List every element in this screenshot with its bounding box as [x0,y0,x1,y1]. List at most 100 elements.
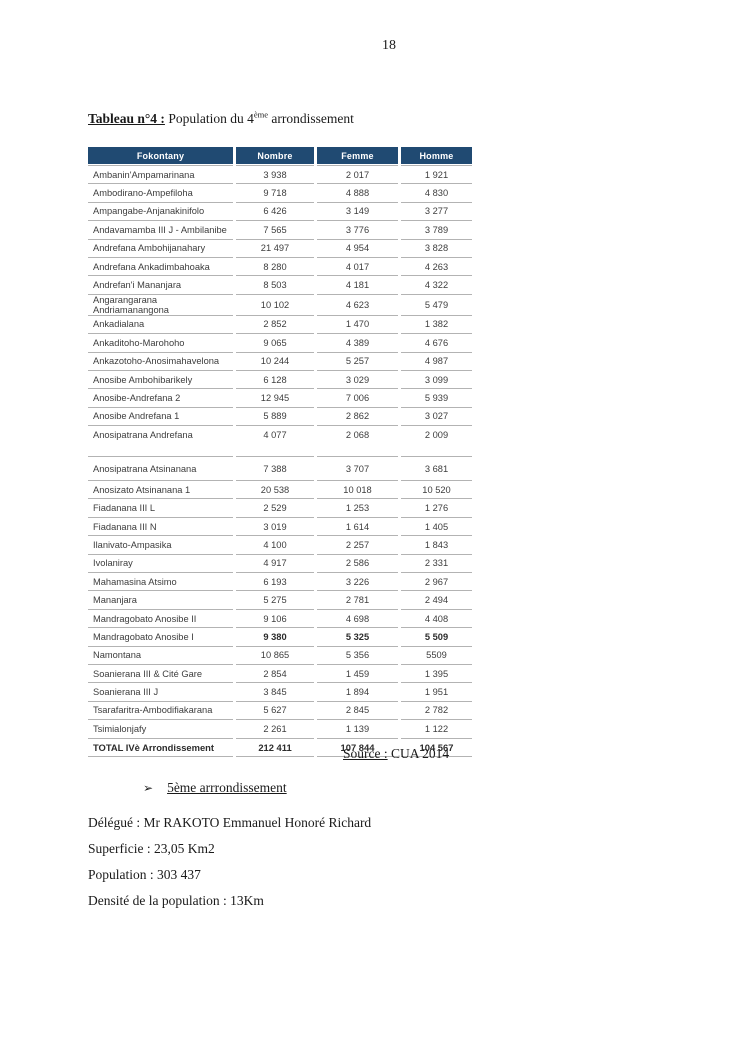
nombre-cell: 3 938 [236,165,314,185]
table-row: Andrefana Ambohijanahary 21 497 4 954 3 828 [88,240,472,258]
fokontany-cell: Ilanivato-Ampasika [88,536,233,555]
table-row: Anosizato Atsinanana 1 20 538 10 018 10 520 [88,481,472,500]
femme-cell: 3 029 [317,371,398,390]
column-header-homme: Homme [401,147,472,164]
table-row: Andavamamba III J - Ambilanibe 7 565 3 776… [88,221,472,240]
fokontany-cell: Ivolaniray [88,555,233,574]
femme-cell: 1 139 [317,720,398,739]
femme-cell: 4 623 [317,295,398,316]
nombre-cell: 2 261 [236,720,314,739]
table-row: Andrefana Ankadimbahoaka 8 280 4 017 4 263 [88,258,472,277]
nombre-cell: 212 411 [236,739,314,757]
nombre-cell: 4 917 [236,555,314,574]
nombre-cell: 5 275 [236,591,314,610]
table-body: Ambanin'Ampamarinana 3 938 2 017 1 921 Ambod… [88,165,472,757]
nombre-cell: 6 193 [236,573,314,592]
femme-cell: 2 781 [317,591,398,610]
nombre-cell: 7 565 [236,221,314,240]
fokontany-cell: Ankadialana [88,316,233,335]
table-total-row: TOTAL IVè Arrondissement 212 411 107 844 10… [88,739,472,757]
femme-cell: 3 226 [317,573,398,592]
fokontany-cell: Anosibe Andrefana 1 [88,408,233,427]
table-row: Angarangarana Andriamanangona 10 102 4 623… [88,295,472,316]
homme-cell: 4 676 [401,334,472,353]
table-row: Anosibe Ambohibarikely 6 128 3 029 3 099 [88,371,472,390]
homme-cell: 2 494 [401,591,472,610]
table-row: Ankadialana 2 852 1 470 1 382 [88,316,472,335]
fokontany-cell: Angarangarana Andriamanangona [88,295,233,316]
table-row: Ivolaniray 4 917 2 586 2 331 [88,555,472,574]
homme-cell: 1 951 [401,683,472,702]
homme-cell: 2 967 [401,573,472,592]
table-row: Anosipatrana Andrefana 4 077 2 068 2 009 [88,426,472,458]
nombre-cell: 9 380 [236,628,314,647]
femme-cell: 2 845 [317,702,398,721]
homme-cell: 2 331 [401,555,472,574]
fokontany-cell: Tsarafaritra-Ambodifiakarana [88,702,233,721]
homme-cell: 4 322 [401,276,472,295]
femme-cell: 3 149 [317,203,398,222]
fokontany-cell: Andrefana Ankadimbahoaka [88,258,233,277]
homme-cell: 5509 [401,647,472,665]
table-row: Mananjara 5 275 2 781 2 494 [88,591,472,610]
homme-cell: 5 479 [401,295,472,316]
fokontany-cell: Andrefan'i Mananjara [88,276,233,295]
fokontany-cell: Andavamamba III J - Ambilanibe [88,221,233,240]
femme-cell: 4 698 [317,610,398,629]
page-number: 18 [382,38,396,53]
table-row: Ankaditoho-Marohoho 9 065 4 389 4 676 [88,334,472,353]
femme-cell: 2 017 [317,165,398,185]
table-header-row: Fokontany Nombre Femme Homme [88,147,472,164]
homme-cell: 1 276 [401,499,472,518]
femme-cell: 4 888 [317,184,398,203]
table-row: Ilanivato-Ampasika 4 100 2 257 1 843 [88,536,472,555]
nombre-cell: 7 388 [236,457,314,482]
table-row: Tsarafaritra-Ambodifiakarana 5 627 2 845 2 … [88,702,472,721]
table-title-text: Population du 4 [164,111,254,126]
femme-cell: 4 181 [317,276,398,295]
homme-cell: 2 009 [401,426,472,458]
homme-cell: 4 830 [401,184,472,203]
fokontany-cell: Mahamasina Atsimo [88,573,233,592]
fokontany-cell: Ankaditoho-Marohoho [88,334,233,353]
title-superscript: ème [253,109,268,120]
fokontany-cell: TOTAL IVè Arrondissement [88,739,233,757]
homme-cell: 3 099 [401,371,472,390]
fokontany-cell: Ambanin'Ampamarinana [88,165,233,185]
femme-cell: 4 389 [317,334,398,353]
homme-cell: 1 122 [401,720,472,739]
source-note: Source : CUA 2014 [343,746,449,762]
table-row: Mahamasina Atsimo 6 193 3 226 2 967 [88,573,472,592]
femme-cell: 1 470 [317,316,398,335]
nombre-cell: 4 100 [236,536,314,555]
nombre-cell: 10 102 [236,295,314,316]
femme-cell: 1 459 [317,665,398,684]
section-heading-5th-arrondissement: ➢ 5ème arrrondissement [143,780,287,796]
table-row: Ampangabe-Anjanakinifolo 6 426 3 149 3 277 [88,203,472,222]
femme-cell: 4 017 [317,258,398,277]
arrow-bullet-icon: ➢ [143,781,154,795]
fokontany-cell: Ambodirano-Ampefiloha [88,184,233,203]
homme-cell: 10 520 [401,481,472,500]
homme-cell: 3 027 [401,408,472,427]
nombre-cell: 5 889 [236,408,314,427]
nombre-cell: 9 065 [236,334,314,353]
homme-cell: 1 921 [401,165,472,185]
femme-cell: 1 253 [317,499,398,518]
nombre-cell: 10 865 [236,647,314,665]
column-header-nombre: Nombre [236,147,314,164]
femme-cell: 5 356 [317,647,398,665]
nombre-cell: 6 426 [236,203,314,222]
fokontany-cell: Mandragobato Anosibe I [88,628,233,647]
femme-cell: 2 862 [317,408,398,427]
nombre-cell: 3 845 [236,683,314,702]
homme-cell: 1 405 [401,518,472,537]
fokontany-cell: Tsimialonjafy [88,720,233,739]
femme-cell: 3 707 [317,457,398,482]
arrondissement-details: Délégué : Mr RAKOTO Emmanuel Honoré Rich… [88,816,371,920]
fokontany-cell: Mananjara [88,591,233,610]
